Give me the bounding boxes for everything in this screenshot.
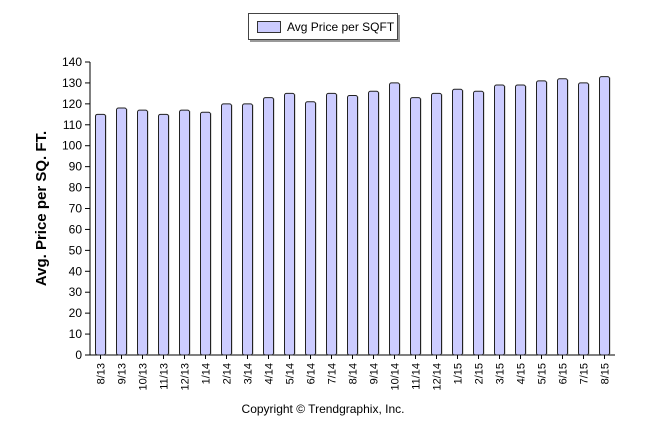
- bar: [452, 88, 463, 356]
- x-tick-label: 8/15: [600, 363, 612, 384]
- bar: [347, 94, 358, 356]
- bar: [284, 92, 295, 356]
- y-tick-label: 100: [62, 139, 82, 153]
- bar: [494, 84, 505, 356]
- y-tick-label: 30: [69, 285, 83, 299]
- x-tick-label: 10/13: [138, 363, 150, 391]
- x-tick-label: 4/14: [264, 363, 276, 384]
- x-tick-label: 1/14: [201, 363, 213, 384]
- x-tick-label: 6/15: [558, 363, 570, 384]
- x-tick-label: 4/15: [516, 363, 528, 384]
- x-tick-label: 12/13: [180, 363, 192, 391]
- y-tick-label: 20: [69, 306, 83, 320]
- bar: [368, 90, 379, 356]
- x-tick-label: 7/14: [327, 363, 339, 384]
- y-tick-label: 80: [69, 181, 83, 195]
- y-tick-label: 120: [62, 97, 82, 111]
- x-tick-label: 2/15: [474, 363, 486, 384]
- x-tick-label: 7/15: [579, 363, 591, 384]
- bar: [536, 80, 547, 356]
- bar: [137, 109, 148, 356]
- x-tick-label: 2/14: [222, 363, 234, 384]
- legend: Avg Price per SQFT: [248, 13, 398, 40]
- y-tick-label: 10: [69, 327, 83, 341]
- y-tick-label: 130: [62, 76, 82, 90]
- bar: [599, 76, 610, 356]
- x-tick-label: 11/14: [411, 363, 423, 390]
- bar: [116, 107, 127, 356]
- x-tick-label: 3/15: [495, 363, 507, 384]
- bar: [263, 97, 274, 356]
- y-tick-label: 40: [69, 264, 83, 278]
- bar: [578, 82, 589, 356]
- y-tick-label: 90: [69, 160, 83, 174]
- bar-chart: 0 10 20 30 40 50 60 70 80 90 100 110 120 130 140 8/13 9/…: [33, 55, 615, 391]
- x-tick-label: 10/14: [390, 363, 402, 391]
- x-tick-label: 8/14: [348, 363, 360, 384]
- x-tick-label: 5/15: [537, 363, 549, 384]
- x-tick-label: 9/13: [117, 363, 129, 384]
- x-tick-label: 6/14: [306, 363, 318, 384]
- y-tick-label: 110: [63, 118, 82, 132]
- y-tick-label: 140: [62, 55, 82, 69]
- bar: [200, 111, 211, 356]
- bar: [389, 82, 400, 356]
- legend-label: Avg Price per SQFT: [287, 19, 395, 34]
- bar: [410, 97, 421, 356]
- y-tick-label: 50: [69, 243, 83, 257]
- legend-swatch: [257, 20, 281, 33]
- bar: [557, 78, 568, 356]
- bar: [158, 113, 169, 356]
- bar: [431, 92, 442, 356]
- bar: [95, 113, 106, 356]
- y-axis-label: Avg. Price per SQ. FT.: [33, 131, 50, 286]
- x-tick-label: 5/14: [285, 363, 297, 384]
- x-tick-label: 9/14: [369, 363, 381, 384]
- bar: [179, 109, 190, 356]
- x-tick-label: 1/15: [453, 363, 465, 384]
- bar: [326, 92, 337, 356]
- bar: [305, 101, 316, 356]
- bar: [242, 103, 253, 356]
- y-tick-label: 70: [69, 202, 83, 216]
- x-tick-label: 12/14: [432, 363, 444, 391]
- x-tick-label: 11/13: [159, 363, 171, 390]
- y-tick-label: 0: [75, 348, 82, 362]
- bar: [473, 90, 484, 356]
- bar: [221, 103, 232, 356]
- x-tick-label: 3/14: [243, 363, 255, 384]
- copyright: Copyright © Trendgraphix, Inc.: [241, 402, 405, 416]
- x-tick-label: 8/13: [96, 363, 108, 384]
- y-tick-label: 60: [69, 222, 83, 236]
- bar: [515, 84, 526, 356]
